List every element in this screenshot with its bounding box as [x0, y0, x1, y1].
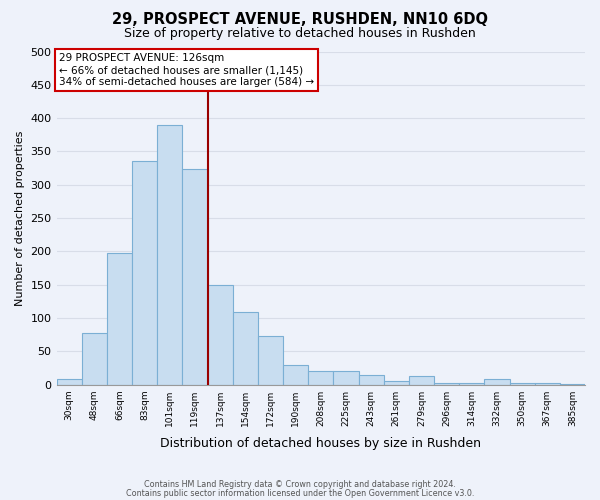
Bar — [107, 252, 132, 384]
Bar — [409, 376, 434, 384]
Bar — [132, 162, 157, 384]
Text: Size of property relative to detached houses in Rushden: Size of property relative to detached ho… — [124, 28, 476, 40]
Text: Contains public sector information licensed under the Open Government Licence v3: Contains public sector information licen… — [126, 488, 474, 498]
Bar — [208, 284, 233, 384]
Bar — [334, 372, 359, 384]
Bar — [283, 364, 308, 384]
Bar — [56, 380, 82, 384]
Y-axis label: Number of detached properties: Number of detached properties — [15, 130, 25, 306]
Bar — [308, 372, 334, 384]
Bar — [157, 125, 182, 384]
Bar — [82, 332, 107, 384]
Text: 29 PROSPECT AVENUE: 126sqm
← 66% of detached houses are smaller (1,145)
34% of s: 29 PROSPECT AVENUE: 126sqm ← 66% of deta… — [59, 54, 314, 86]
Bar — [359, 374, 383, 384]
Bar — [383, 382, 409, 384]
Text: Contains HM Land Registry data © Crown copyright and database right 2024.: Contains HM Land Registry data © Crown c… — [144, 480, 456, 489]
Bar — [233, 312, 258, 384]
Bar — [484, 380, 509, 384]
Bar — [258, 336, 283, 384]
Text: 29, PROSPECT AVENUE, RUSHDEN, NN10 6DQ: 29, PROSPECT AVENUE, RUSHDEN, NN10 6DQ — [112, 12, 488, 28]
Bar — [182, 170, 208, 384]
X-axis label: Distribution of detached houses by size in Rushden: Distribution of detached houses by size … — [160, 437, 481, 450]
